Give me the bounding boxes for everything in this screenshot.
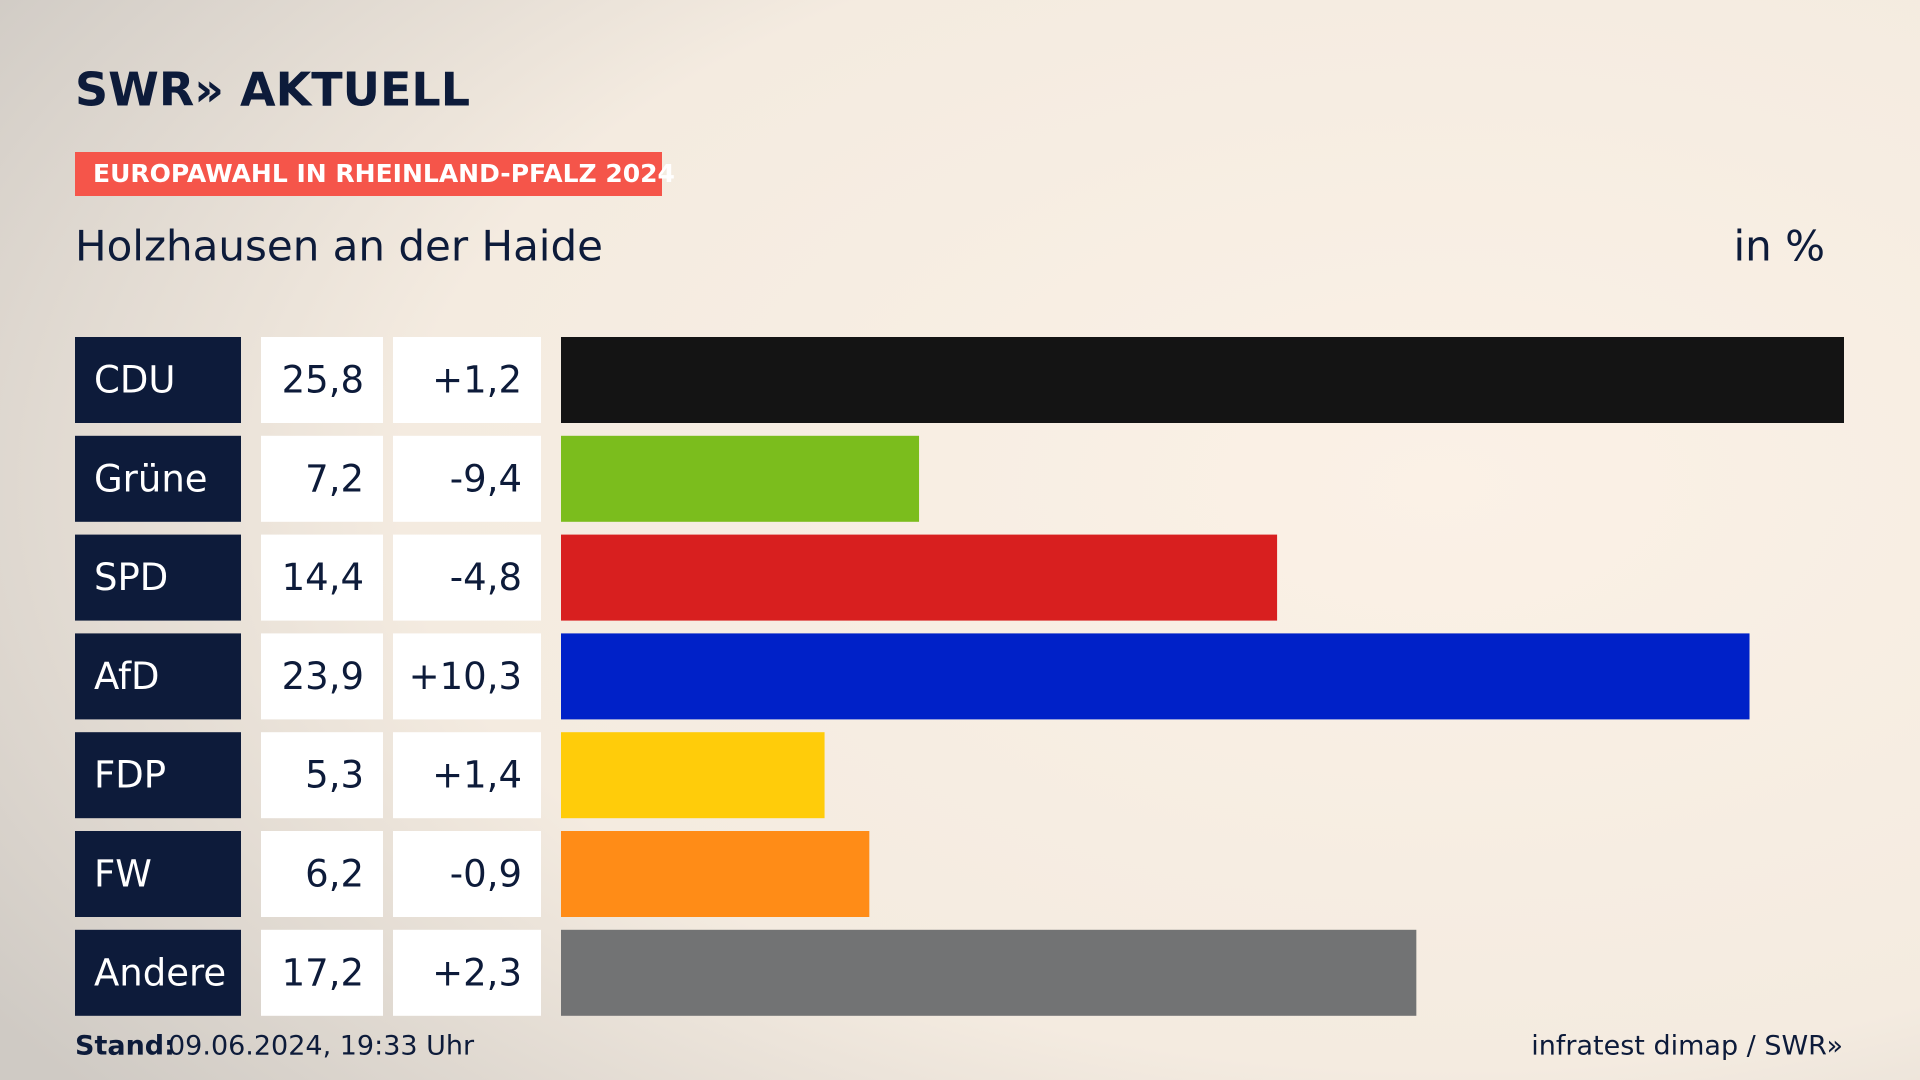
party-label: Andere bbox=[94, 951, 226, 994]
party-label: FDP bbox=[94, 754, 166, 797]
bar bbox=[561, 435, 920, 522]
party-box bbox=[75, 534, 241, 621]
change-label: -4,8 bbox=[450, 556, 522, 599]
party-box bbox=[75, 732, 241, 819]
change-box bbox=[393, 732, 541, 819]
value-label: 17,2 bbox=[282, 951, 364, 994]
value-box bbox=[261, 732, 383, 819]
value-box bbox=[261, 633, 383, 720]
bar bbox=[561, 633, 1750, 720]
chart-title: Holzhausen an der Haide bbox=[75, 222, 603, 271]
footer-label: Stand: bbox=[75, 1031, 175, 1062]
value-box bbox=[261, 435, 383, 522]
change-label: +2,3 bbox=[432, 951, 522, 994]
change-box bbox=[393, 534, 541, 621]
value-box bbox=[261, 929, 383, 1016]
party-box bbox=[75, 929, 241, 1016]
party-label: AfD bbox=[94, 655, 160, 698]
value-label: 25,8 bbox=[282, 359, 364, 402]
change-box bbox=[393, 633, 541, 720]
value-label: 6,2 bbox=[305, 853, 364, 896]
change-label: +1,2 bbox=[432, 359, 522, 402]
value-label: 23,9 bbox=[282, 655, 364, 698]
change-label: -0,9 bbox=[450, 853, 522, 896]
party-label: FW bbox=[94, 853, 152, 896]
change-label: -9,4 bbox=[450, 457, 522, 500]
source: infratest dimap / SWR» bbox=[1531, 1031, 1843, 1062]
brand-logo: SWR» AKTUELL bbox=[75, 63, 470, 117]
change-box bbox=[393, 929, 541, 1016]
change-box bbox=[393, 435, 541, 522]
value-label: 14,4 bbox=[282, 556, 364, 599]
party-box bbox=[75, 435, 241, 522]
kicker-box bbox=[75, 152, 662, 196]
value-box bbox=[261, 831, 383, 917]
footer-date: 09.06.2024, 19:33 Uhr bbox=[168, 1031, 475, 1062]
bar bbox=[561, 929, 1417, 1016]
value-label: 7,2 bbox=[305, 457, 364, 500]
bar bbox=[561, 534, 1278, 621]
value-label: 5,3 bbox=[305, 754, 364, 797]
value-box bbox=[261, 337, 383, 423]
change-box bbox=[393, 337, 541, 423]
party-label: Grüne bbox=[94, 457, 208, 500]
party-label: CDU bbox=[94, 359, 175, 402]
value-box bbox=[261, 534, 383, 621]
change-label: +1,4 bbox=[432, 754, 522, 797]
kicker: EUROPAWAHL IN RHEINLAND-PFALZ 2024 bbox=[93, 159, 675, 188]
party-box bbox=[75, 831, 241, 917]
bar bbox=[561, 732, 825, 819]
bar bbox=[561, 831, 870, 917]
party-label: SPD bbox=[94, 556, 168, 599]
bar bbox=[561, 337, 1844, 423]
party-box bbox=[75, 337, 241, 423]
party-box bbox=[75, 633, 241, 720]
unit: in % bbox=[1733, 222, 1825, 271]
change-box bbox=[393, 831, 541, 917]
change-label: +10,3 bbox=[409, 655, 522, 698]
